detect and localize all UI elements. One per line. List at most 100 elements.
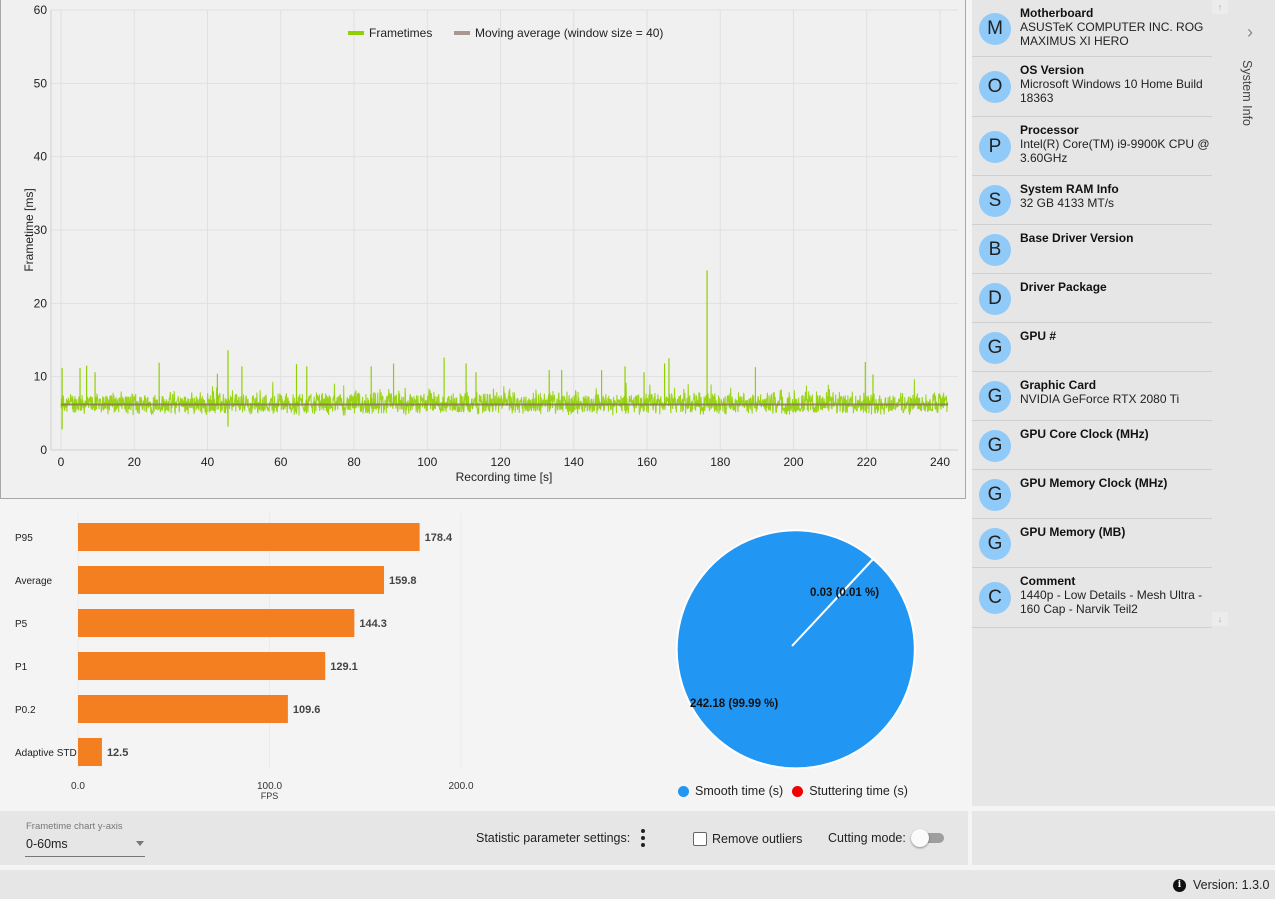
info-icon[interactable]: i — [1173, 879, 1186, 892]
legend-smooth: Smooth time (s) — [678, 784, 783, 798]
x-tick-label: 140 — [564, 455, 584, 469]
more-vert-icon[interactable] — [638, 829, 648, 847]
bar-x-tick-label: 200.0 — [448, 781, 473, 792]
avatar: D — [979, 282, 1011, 315]
x-tick-label: 0 — [58, 455, 65, 469]
version-number: 1.3.0 — [1241, 878, 1270, 892]
bar — [78, 738, 102, 766]
statistics-panel: 0.0 100.0 200.0 FPS P95 178.4 Average 159.8 P5 14… — [0, 503, 968, 807]
system-info-title: GPU Core Clock (MHz) — [1020, 427, 1149, 441]
cutting-mode-toggle[interactable] — [916, 833, 944, 843]
system-info-title: OS Version — [1020, 63, 1085, 77]
x-tick-label: 180 — [710, 455, 730, 469]
fps-bar-chart: 0.0 100.0 200.0 FPS P95 178.4 Average 159.8 P5 14… — [15, 513, 474, 801]
x-tick-label: 100 — [417, 455, 437, 469]
system-info-item: O OS Version Microsoft Windows 10 Home Bui… — [972, 57, 1212, 117]
system-info-item: P Processor Intel(R) Core(TM) i9-9900K CPU… — [972, 117, 1212, 176]
legend-stutter: Stuttering time (s) — [792, 784, 908, 798]
system-info-value: ASUSTeK COMPUTER INC. ROG MAXIMUS XI HER… — [1020, 20, 1204, 48]
system-info-item: B Base Driver Version — [972, 225, 1212, 274]
system-info-item: G GPU Core Clock (MHz) — [972, 421, 1212, 470]
system-info-value: 1440p - Low Details - Mesh Ultra - 160 C… — [1020, 588, 1203, 616]
x-axis-title: Recording time [s] — [456, 470, 553, 484]
system-info-item: G Graphic Card NVIDIA GeForce RTX 2080 Ti — [972, 372, 1212, 421]
cutting-mode-toggle-thumb[interactable] — [911, 829, 929, 847]
bar — [78, 609, 355, 637]
remove-outliers-label[interactable]: Remove outliers — [712, 832, 803, 846]
system-info-item: D Driver Package — [972, 274, 1212, 323]
system-info-title: GPU Memory Clock (MHz) — [1020, 476, 1168, 490]
stat-settings-label: Statistic parameter settings: — [476, 831, 631, 845]
bar-category-label: P0.2 — [15, 705, 36, 716]
system-info-item: M Motherboard ASUSTeK COMPUTER INC. ROG MA… — [972, 0, 1212, 57]
avatar: G — [979, 478, 1011, 511]
avatar: O — [979, 71, 1011, 103]
bar-value-label: 109.6 — [293, 704, 321, 716]
bar-category-label: P95 — [15, 533, 33, 544]
version-label: Version: — [1193, 878, 1239, 892]
bar-x-tick-label: 0.0 — [71, 781, 85, 792]
yaxis-dropdown-label: Frametime chart y-axis — [26, 821, 123, 832]
system-info-title: GPU # — [1020, 329, 1057, 343]
bar — [78, 566, 385, 594]
x-tick-label: 80 — [347, 455, 361, 469]
frametime-chart[interactable]: 0 10 20 30 40 50 60 0 20 40 60 80 100 120 140 160 180 200… — [1, 0, 967, 499]
system-info-item: C Comment 1440p - Low Details - Mesh Ultra… — [972, 568, 1212, 628]
system-info-item: G GPU # — [972, 323, 1212, 372]
system-info-item: G GPU Memory Clock (MHz) — [972, 470, 1212, 519]
legend-frametimes-swatch — [348, 31, 364, 35]
bar-x-axis-title: FPS — [261, 791, 279, 801]
system-info-title: Comment — [1020, 574, 1076, 588]
pie-slice-label: 0.03 (0.01 %) — [810, 587, 879, 599]
pie-legend: Smooth time (s) Stuttering time (s) — [678, 784, 917, 798]
avatar: C — [979, 582, 1011, 614]
y-tick-label: 0 — [40, 443, 47, 457]
scroll-up-button[interactable]: ↑ — [1212, 0, 1228, 14]
avatar: M — [979, 12, 1011, 45]
x-tick-label: 240 — [930, 455, 950, 469]
cutting-mode-label: Cutting mode: — [828, 831, 906, 845]
system-info-title: Motherboard — [1020, 6, 1094, 20]
y-tick-label: 10 — [34, 370, 48, 384]
scroll-down-button[interactable]: ↓ — [1212, 612, 1228, 626]
bar — [78, 652, 326, 680]
avatar: G — [979, 429, 1011, 462]
y-tick-label: 20 — [34, 296, 48, 310]
remove-outliers-checkbox[interactable] — [693, 832, 707, 846]
system-info-list: M Motherboard ASUSTeK COMPUTER INC. ROG MA… — [972, 0, 1212, 628]
y-tick-label: 50 — [34, 76, 48, 90]
y-tick-label: 60 — [34, 3, 48, 17]
legend-moving-average-swatch — [454, 31, 470, 35]
yaxis-dropdown[interactable]: 0-60ms — [26, 837, 68, 851]
bottom-toolbar: Frametime chart y-axis 0-60ms Statistic … — [0, 811, 968, 865]
bar-value-label: 12.5 — [107, 747, 128, 759]
system-info-item: G GPU Memory (MB) — [972, 519, 1212, 568]
legend-moving-average-label: Moving average (window size = 40) — [475, 26, 663, 40]
system-info-sidebar: M Motherboard ASUSTeK COMPUTER INC. ROG MA… — [972, 0, 1275, 806]
avatar: G — [979, 527, 1011, 560]
smooth-dot-icon — [678, 785, 689, 797]
system-info-title: Driver Package — [1020, 280, 1107, 294]
stutter-dot-icon — [792, 785, 804, 797]
chevron-right-icon[interactable]: › — [1247, 22, 1253, 42]
system-info-title: Base Driver Version — [1020, 231, 1134, 245]
x-tick-label: 160 — [637, 455, 657, 469]
y-axis-title: Frametime [ms] — [22, 188, 36, 271]
stutter-pie-chart: 0.03 (0.01 %) 242.18 (99.99 %) — [675, 529, 916, 770]
system-info-tab-label[interactable]: System Info — [1240, 60, 1254, 126]
pie-slice-label: 242.18 (99.99 %) — [690, 698, 778, 710]
dropdown-arrow-icon[interactable] — [136, 841, 144, 846]
system-info-title: Processor — [1020, 123, 1079, 137]
bar-value-label: 159.8 — [389, 575, 417, 587]
bar — [78, 695, 288, 723]
pie-slice — [675, 529, 916, 770]
bar-value-label: 129.1 — [330, 661, 358, 673]
legend-stutter-label: Stuttering time (s) — [809, 784, 908, 798]
system-info-value: Microsoft Windows 10 Home Build 18363 — [1020, 77, 1203, 105]
bar-value-label: 178.4 — [425, 532, 453, 544]
x-tick-label: 40 — [201, 455, 215, 469]
bar-category-label: Adaptive STD — [15, 748, 77, 759]
system-info-title: Graphic Card — [1020, 378, 1097, 392]
bar-category-label: P1 — [15, 662, 28, 673]
avatar: P — [979, 130, 1011, 163]
